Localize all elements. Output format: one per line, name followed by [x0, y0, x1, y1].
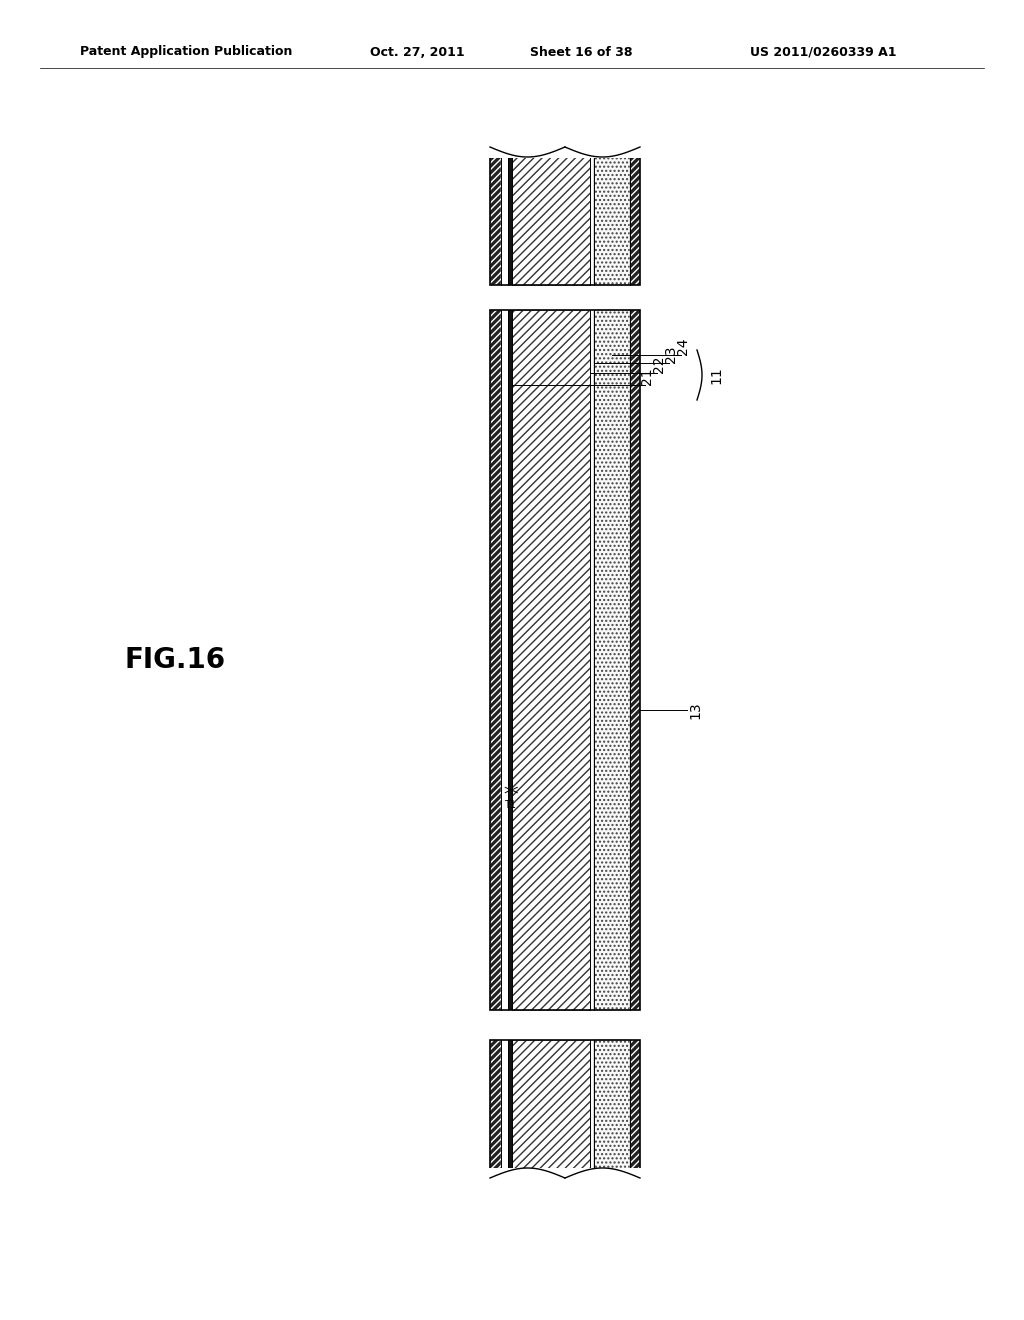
Bar — [508, 1040, 512, 1170]
Text: Oct. 27, 2011: Oct. 27, 2011 — [370, 45, 465, 58]
Bar — [512, 154, 590, 285]
Bar — [490, 1040, 501, 1170]
Bar — [490, 154, 640, 285]
Bar — [594, 310, 630, 1010]
Bar — [488, 1168, 642, 1185]
Bar — [512, 154, 590, 285]
Text: 22: 22 — [652, 355, 666, 374]
Bar — [590, 154, 594, 285]
Bar — [490, 1040, 501, 1170]
Bar — [512, 1040, 590, 1170]
Bar — [508, 310, 512, 1010]
Text: FIG.16: FIG.16 — [125, 645, 225, 675]
Bar — [630, 1040, 640, 1170]
Bar — [501, 1040, 508, 1170]
Text: US 2011/0260339 A1: US 2011/0260339 A1 — [750, 45, 896, 58]
Bar — [501, 154, 508, 285]
Bar — [490, 310, 501, 1010]
Bar — [590, 310, 594, 1010]
Text: T1: T1 — [504, 800, 516, 810]
Bar — [594, 1040, 630, 1170]
Bar — [490, 310, 501, 1010]
Bar — [490, 154, 501, 285]
Text: 13: 13 — [688, 701, 702, 719]
Bar — [512, 310, 590, 1010]
Text: 11: 11 — [709, 366, 723, 384]
Bar — [490, 1040, 640, 1170]
Bar — [594, 1040, 630, 1170]
Bar — [490, 154, 640, 285]
Bar — [490, 154, 501, 285]
Bar — [501, 310, 508, 1010]
Bar — [488, 140, 642, 158]
Bar — [594, 310, 630, 1010]
Bar — [590, 1040, 594, 1170]
Text: 21: 21 — [640, 367, 654, 385]
Bar — [512, 310, 590, 1010]
Text: Patent Application Publication: Patent Application Publication — [80, 45, 293, 58]
Bar — [630, 154, 640, 285]
Text: 23: 23 — [664, 346, 678, 363]
Bar — [508, 154, 512, 285]
Bar — [490, 1040, 640, 1170]
Text: Sheet 16 of 38: Sheet 16 of 38 — [530, 45, 633, 58]
Bar — [630, 310, 640, 1010]
Bar — [512, 1040, 590, 1170]
Bar — [630, 154, 640, 285]
Bar — [490, 310, 640, 1010]
Bar — [630, 1040, 640, 1170]
Text: 24: 24 — [676, 338, 690, 355]
Bar — [594, 154, 630, 285]
Bar — [594, 154, 630, 285]
Bar — [490, 310, 640, 1010]
Bar — [630, 310, 640, 1010]
